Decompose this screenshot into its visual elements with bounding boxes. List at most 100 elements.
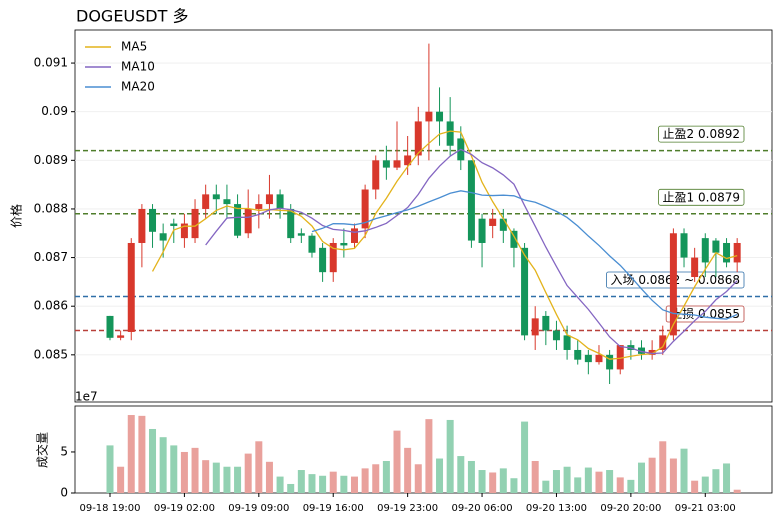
- volume-bar: [595, 471, 603, 493]
- candle-body: [425, 111, 433, 122]
- volume-bar: [319, 475, 327, 493]
- candle-body: [531, 318, 539, 336]
- volume-frame: [74, 405, 773, 494]
- candle-body: [733, 242, 741, 263]
- candle-body: [489, 218, 497, 226]
- candle-body: [180, 223, 188, 239]
- candle-body: [521, 247, 529, 336]
- candle-body: [404, 155, 412, 166]
- candle-body: [574, 349, 582, 360]
- candle-body: [287, 208, 295, 239]
- volume-bar: [149, 428, 157, 493]
- volume-bar: [382, 460, 390, 493]
- x-tick-label: 09-19 23:00: [377, 503, 438, 514]
- candle-body: [212, 194, 220, 200]
- ma-line: [205, 148, 738, 355]
- legend-label: MA5: [121, 40, 147, 54]
- candle-body: [499, 218, 507, 231]
- x-tick-label: 09-21 03:00: [675, 503, 736, 514]
- volume-bar: [510, 478, 518, 493]
- candle-body: [669, 233, 677, 336]
- candle-body: [276, 194, 284, 209]
- y-tick-label: 0.089: [34, 153, 68, 167]
- volume-bar: [467, 460, 475, 493]
- volume-bar: [287, 483, 295, 493]
- candle-body: [616, 345, 624, 370]
- volume-bar: [127, 415, 135, 493]
- volume-bar: [414, 464, 422, 493]
- volume-bar: [499, 468, 507, 493]
- candle-body: [191, 208, 199, 239]
- level-label: 止盈2 0.0892: [663, 127, 740, 141]
- volume-bar: [701, 476, 709, 493]
- candle-body: [638, 347, 645, 354]
- volume-bar: [531, 460, 539, 493]
- volume-bar: [446, 419, 454, 493]
- candle-body: [361, 189, 369, 229]
- level-label-box: [658, 125, 745, 143]
- volume-bar: [117, 466, 125, 493]
- x-tick-label: 09-19 16:00: [303, 503, 364, 514]
- level-label: 止损 0.0855: [670, 307, 740, 321]
- volume-bar: [404, 447, 412, 493]
- x-tick-label: 09-18 19:00: [79, 503, 140, 514]
- volume-bar: [170, 445, 178, 493]
- y-tick-label: 0.085: [34, 347, 68, 361]
- x-tick-label: 09-19 02:00: [154, 503, 215, 514]
- volume-bar: [542, 480, 550, 493]
- x-tick-label: 09-19 09:00: [228, 503, 289, 514]
- volume-bar: [308, 474, 316, 493]
- candle-body: [170, 223, 178, 226]
- volume-bar: [574, 477, 582, 493]
- volume-bar: [244, 453, 252, 493]
- candle-body: [478, 218, 486, 243]
- candle-body: [350, 228, 358, 243]
- candle-body: [595, 354, 603, 363]
- volume-bar: [297, 470, 305, 493]
- offset-label: 1e7: [75, 390, 98, 404]
- volume-bar: [436, 458, 444, 493]
- volume-bar: [425, 419, 433, 493]
- candle-body: [149, 208, 157, 232]
- candle-body: [202, 194, 210, 209]
- volume-axis-label: 成交量: [35, 432, 50, 468]
- volume-bar: [265, 461, 273, 493]
- volume-bar: [638, 462, 645, 493]
- volume-bar: [138, 415, 146, 493]
- volume-bar: [616, 477, 624, 493]
- volume-bar: [212, 462, 220, 493]
- candle-body: [340, 242, 348, 246]
- volume-bar: [627, 479, 635, 493]
- price-frame: [74, 29, 773, 403]
- volume-bar: [180, 451, 188, 493]
- candle-body: [648, 349, 656, 355]
- y-tick-label: 5: [60, 444, 68, 458]
- candle-body: [265, 194, 273, 205]
- volume-bar: [521, 421, 529, 493]
- ma-line: [151, 130, 738, 360]
- volume-bar: [457, 456, 465, 493]
- volume-bar: [606, 470, 614, 493]
- volume-bar: [489, 472, 497, 493]
- candle-body: [467, 160, 475, 241]
- volume-bar: [723, 463, 731, 493]
- candle-body: [723, 242, 731, 263]
- volume-bar: [584, 467, 592, 493]
- candle-body: [712, 240, 720, 253]
- volume-bar: [223, 466, 231, 493]
- legend-label: MA20: [121, 80, 155, 94]
- candle-body: [382, 160, 390, 168]
- level-label: 止盈1 0.0879: [663, 190, 740, 204]
- candle-body: [329, 242, 337, 273]
- candle-body: [584, 354, 592, 363]
- candle-body: [106, 315, 114, 338]
- x-tick-label: 09-20 20:00: [600, 503, 661, 514]
- volume-bar: [393, 430, 401, 493]
- candle-body: [372, 160, 380, 190]
- volume-bar: [202, 460, 210, 493]
- candle-body: [319, 247, 327, 273]
- y-tick-label: 0.091: [34, 56, 68, 70]
- candle-body: [159, 233, 167, 241]
- candle-body: [680, 233, 688, 258]
